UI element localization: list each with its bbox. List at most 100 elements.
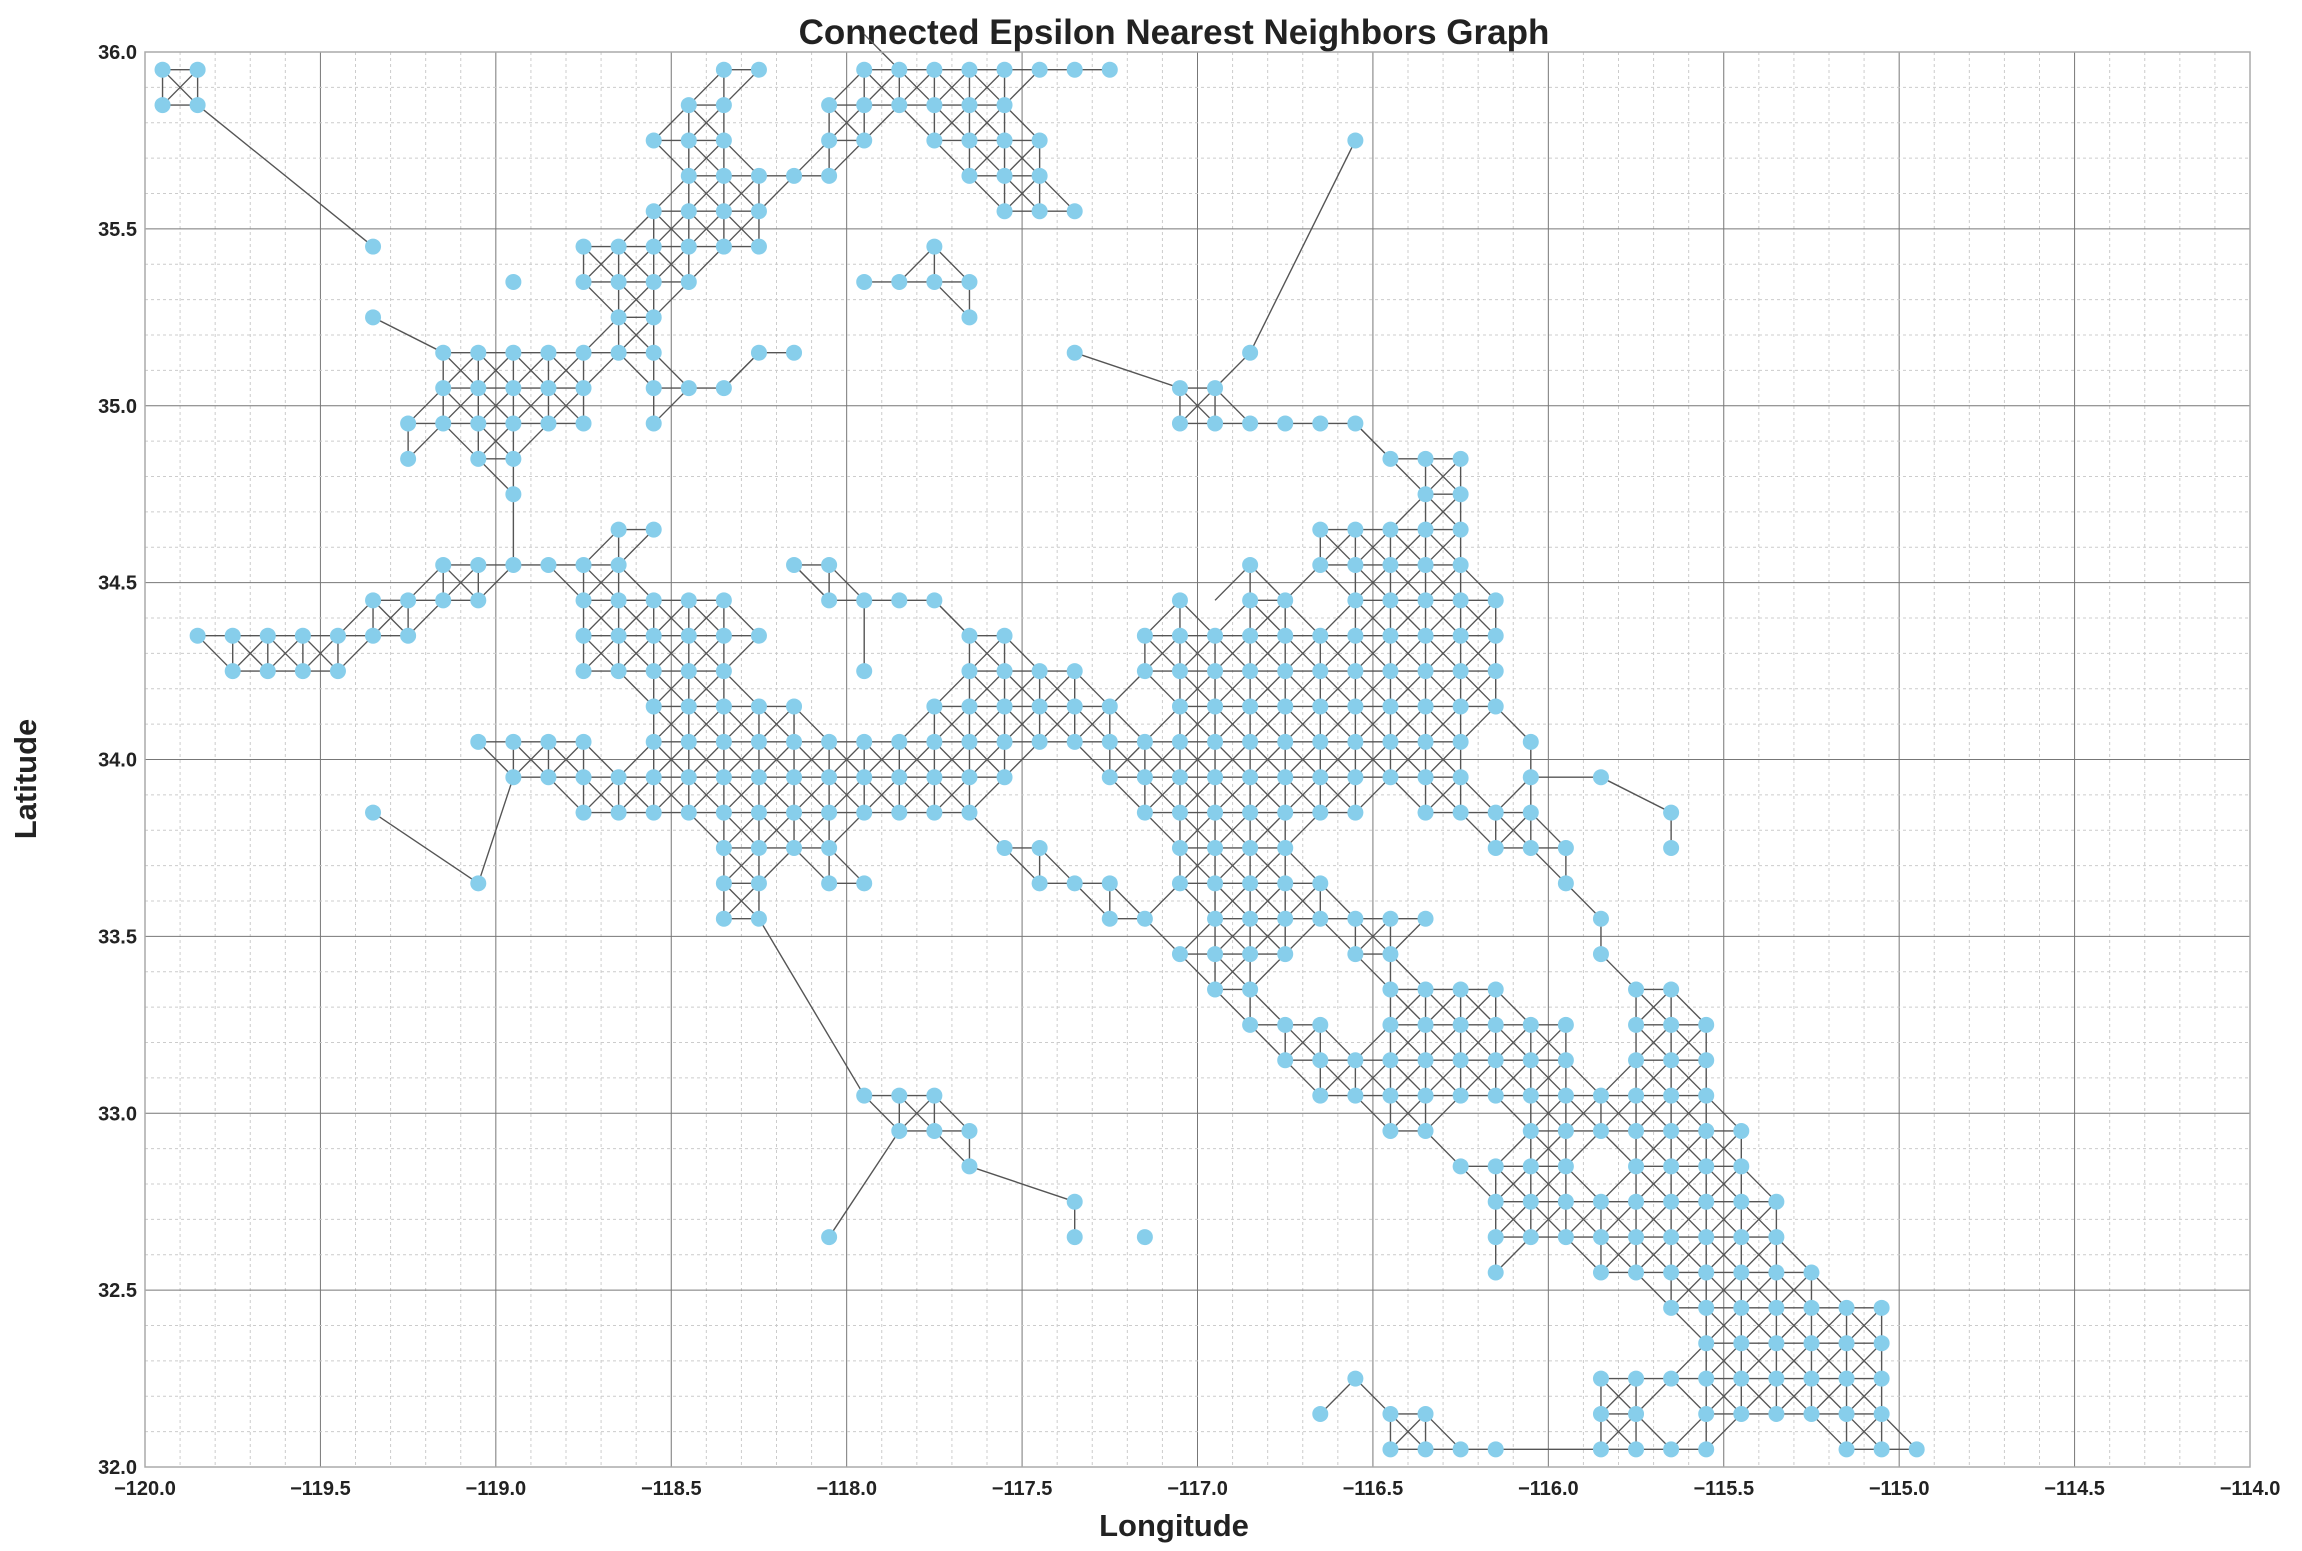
graph-node bbox=[645, 238, 662, 255]
graph-edge bbox=[1249, 564, 1286, 601]
graph-edge bbox=[1705, 1201, 1742, 1238]
graph-edge bbox=[407, 564, 444, 601]
graph-edge bbox=[583, 352, 620, 389]
graph-edge bbox=[1635, 1059, 1672, 1097]
graph-node bbox=[1101, 769, 1118, 786]
graph-edge bbox=[1249, 741, 1286, 778]
graph-edge bbox=[653, 281, 690, 318]
graph-node bbox=[1347, 733, 1364, 750]
graph-edge bbox=[1004, 847, 1041, 884]
graph-node bbox=[435, 556, 452, 573]
graph-edge bbox=[1004, 705, 1041, 743]
graph-edge bbox=[1846, 1342, 1883, 1380]
graph-edge bbox=[477, 352, 514, 389]
graph-edge bbox=[1460, 599, 1497, 637]
graph-edge bbox=[1670, 1378, 1707, 1415]
graph-node bbox=[1382, 1441, 1399, 1458]
graph-node bbox=[575, 238, 592, 255]
graph-edge bbox=[1460, 812, 1497, 849]
graph-edge bbox=[1670, 1165, 1707, 1203]
y-axis-label: Latitude bbox=[8, 719, 43, 840]
graph-edge bbox=[1670, 988, 1707, 1026]
graph-node bbox=[821, 875, 838, 892]
graph-edge bbox=[1179, 705, 1216, 743]
graph-node bbox=[610, 309, 627, 326]
graph-node bbox=[891, 804, 908, 821]
graph-node bbox=[1242, 733, 1259, 750]
graph-node bbox=[680, 132, 697, 149]
graph-edge bbox=[1004, 69, 1041, 106]
graph-edge bbox=[618, 670, 655, 707]
graph-edge bbox=[1179, 812, 1216, 849]
graph-node bbox=[1733, 1370, 1750, 1387]
graph-node bbox=[1628, 1370, 1645, 1387]
graph-node bbox=[1066, 663, 1083, 680]
graph-node bbox=[1207, 380, 1224, 397]
graph-edge bbox=[688, 599, 725, 637]
graph-edge bbox=[723, 352, 760, 389]
graph-node bbox=[1277, 627, 1294, 644]
graph-edge bbox=[653, 210, 690, 248]
graph-edge bbox=[933, 281, 970, 318]
graph-node bbox=[1873, 1370, 1890, 1387]
graph-edge bbox=[1249, 140, 1357, 353]
graph-node bbox=[1066, 1193, 1083, 1210]
graph-edge bbox=[1460, 988, 1497, 1026]
graph-node bbox=[1592, 1229, 1609, 1246]
graph-node bbox=[1663, 1229, 1680, 1246]
graph-edge bbox=[1144, 812, 1181, 849]
graph-edge bbox=[1039, 705, 1076, 743]
graph-node bbox=[1207, 415, 1224, 432]
graph-edge bbox=[863, 1095, 900, 1132]
graph-edge bbox=[477, 458, 514, 495]
graph-edge bbox=[1740, 1307, 1777, 1344]
graph-edge bbox=[1319, 599, 1356, 637]
graph-edge bbox=[1389, 564, 1427, 601]
graph-edge bbox=[898, 246, 935, 283]
graph-edge bbox=[1144, 599, 1181, 637]
graph-node bbox=[540, 344, 557, 361]
graph-edge bbox=[407, 422, 444, 460]
graph-node bbox=[1207, 627, 1224, 644]
graph-edge bbox=[1284, 847, 1321, 884]
graph-edge bbox=[1109, 882, 1146, 920]
graph-node bbox=[645, 733, 662, 750]
graph-edge bbox=[1635, 988, 1672, 1026]
graph-node bbox=[996, 61, 1013, 78]
graph-edge bbox=[1214, 812, 1251, 849]
graph-edge bbox=[477, 776, 515, 884]
graph-edge bbox=[1354, 953, 1391, 990]
graph-node bbox=[715, 238, 732, 255]
graph-node bbox=[1733, 1122, 1750, 1139]
graph-edge bbox=[1074, 882, 1111, 920]
graph-node bbox=[1382, 450, 1399, 467]
graph-node bbox=[680, 203, 697, 220]
graph-node bbox=[1277, 663, 1294, 680]
graph-node bbox=[1487, 981, 1504, 998]
graph-edge bbox=[583, 281, 620, 318]
graph-node bbox=[400, 415, 417, 432]
graph-node bbox=[961, 132, 978, 149]
graph-edge bbox=[793, 812, 830, 849]
x-tick-label: −115.5 bbox=[1693, 1478, 1754, 1500]
graph-node bbox=[1382, 627, 1399, 644]
graph-node bbox=[1382, 733, 1399, 750]
graph-edge bbox=[933, 670, 970, 707]
graph-edge bbox=[1144, 670, 1181, 707]
graph-node bbox=[645, 380, 662, 397]
graph-node bbox=[1452, 804, 1469, 821]
graph-node bbox=[680, 663, 697, 680]
graph-node bbox=[1066, 61, 1083, 78]
x-tick-label: −118.0 bbox=[816, 1478, 877, 1500]
graph-edge bbox=[1389, 529, 1427, 566]
graph-edge bbox=[1670, 1095, 1707, 1132]
graph-node bbox=[1452, 486, 1469, 503]
graph-node bbox=[540, 733, 557, 750]
graph-node bbox=[1698, 1335, 1715, 1352]
graph-node bbox=[1452, 698, 1469, 715]
graph-node bbox=[1592, 946, 1609, 963]
graph-edge bbox=[1249, 599, 1286, 637]
graph-edge bbox=[1670, 1059, 1707, 1097]
graph-edge bbox=[1881, 1413, 1918, 1450]
